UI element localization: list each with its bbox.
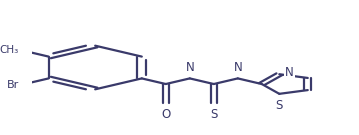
Text: CH₃: CH₃ [0, 45, 19, 55]
Text: N: N [285, 66, 294, 79]
Text: O: O [161, 108, 171, 121]
Text: H: H [234, 60, 242, 70]
Text: S: S [276, 99, 283, 112]
Text: N: N [185, 61, 194, 74]
Text: Br: Br [6, 80, 19, 90]
Text: S: S [210, 108, 218, 121]
Text: N: N [233, 61, 242, 74]
Text: H: H [186, 60, 194, 70]
